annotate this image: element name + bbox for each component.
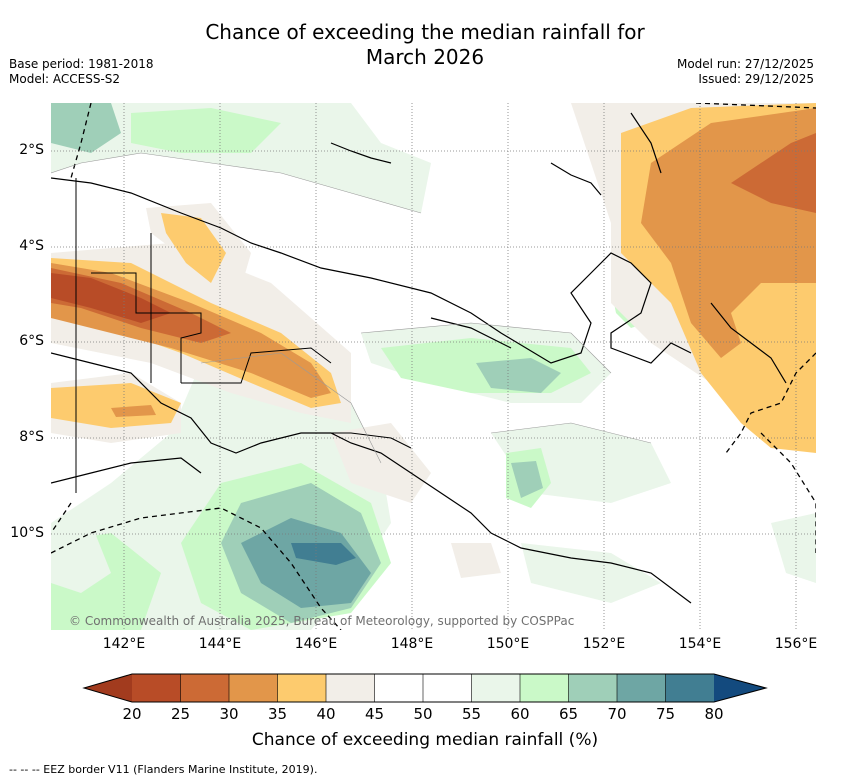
colorbar-label: 75: [655, 705, 676, 723]
colorbar-high-arrow: [714, 674, 766, 702]
model-name: Model: ACCESS-S2: [9, 72, 121, 86]
colorbar-label: 80: [704, 705, 724, 723]
eez-legend: -- -- -- EEZ border V11 (Flanders Marine…: [9, 763, 318, 776]
colorbar-label: 65: [558, 705, 579, 723]
colorbar-swatch: [132, 674, 181, 702]
y-tick-label: 2°S: [19, 142, 44, 158]
colorbar-label: 60: [510, 705, 530, 723]
colorbar-label: 35: [267, 705, 288, 723]
colorbar-label: 45: [364, 705, 385, 723]
colorbar-label: 50: [413, 705, 433, 723]
colorbar-swatch: [180, 674, 229, 702]
title-line-2: March 2026: [365, 45, 485, 69]
colorbar-swatch: [471, 674, 520, 702]
colorbar-label: 55: [461, 705, 482, 723]
contour-lines: [51, 152, 652, 464]
x-tick-label: 142°E: [102, 636, 146, 652]
colorbar-label: 20: [122, 705, 142, 723]
colorbar-swatch: [520, 674, 569, 702]
x-tick-label: 148°E: [390, 636, 434, 652]
x-tick-label: 150°E: [486, 636, 530, 652]
colorbar-label: 25: [170, 705, 191, 723]
colorbar: [82, 673, 768, 703]
colorbar-label: 40: [316, 705, 336, 723]
colorbar-title: Chance of exceeding median rainfall (%): [251, 730, 599, 750]
issued-date: Issued: 29/12/2025: [698, 72, 814, 86]
colorbar-swatch: [665, 674, 714, 702]
y-tick-label: 8°S: [19, 429, 44, 445]
x-tick-label: 156°E: [774, 636, 818, 652]
coastlines: [51, 112, 787, 604]
colorbar-swatch: [374, 674, 423, 702]
meta-left: Base period: 1981-2018 Model: ACCESS-S2: [9, 57, 154, 87]
colorbar-swatch: [326, 674, 375, 702]
colorbar-label: 70: [607, 705, 627, 723]
eez-borders: [51, 103, 816, 630]
x-tick-label: 152°E: [582, 636, 626, 652]
model-run: Model run: 27/12/2025: [676, 57, 814, 71]
y-tick-label: 10°S: [10, 525, 44, 541]
x-tick-label: 144°E: [198, 636, 242, 652]
x-tick-label: 154°E: [678, 636, 722, 652]
colorbar-label: 30: [219, 705, 239, 723]
colorbar-swatch: [568, 674, 617, 702]
rainfall-map: [51, 103, 816, 630]
title-line-1: Chance of exceeding the median rainfall …: [205, 20, 645, 44]
base-period: Base period: 1981-2018: [9, 57, 154, 71]
colorbar-swatch: [229, 674, 278, 702]
borders: [75, 178, 412, 493]
x-tick-label: 146°E: [294, 636, 338, 652]
y-tick-label: 4°S: [19, 238, 44, 254]
copyright-notice: © Commonwealth of Australia 2025, Bureau…: [69, 614, 575, 628]
y-tick-label: 6°S: [19, 333, 44, 349]
colorbar-swatch: [423, 674, 472, 702]
colorbar-swatch: [617, 674, 666, 702]
meta-right: Model run: 27/12/2025 Issued: 29/12/2025: [677, 57, 814, 87]
map-title: Chance of exceeding the median rainfall …: [0, 20, 850, 70]
rainfall-contours: [51, 103, 816, 630]
colorbar-low-arrow: [84, 674, 132, 702]
colorbar-swatch: [277, 674, 326, 702]
